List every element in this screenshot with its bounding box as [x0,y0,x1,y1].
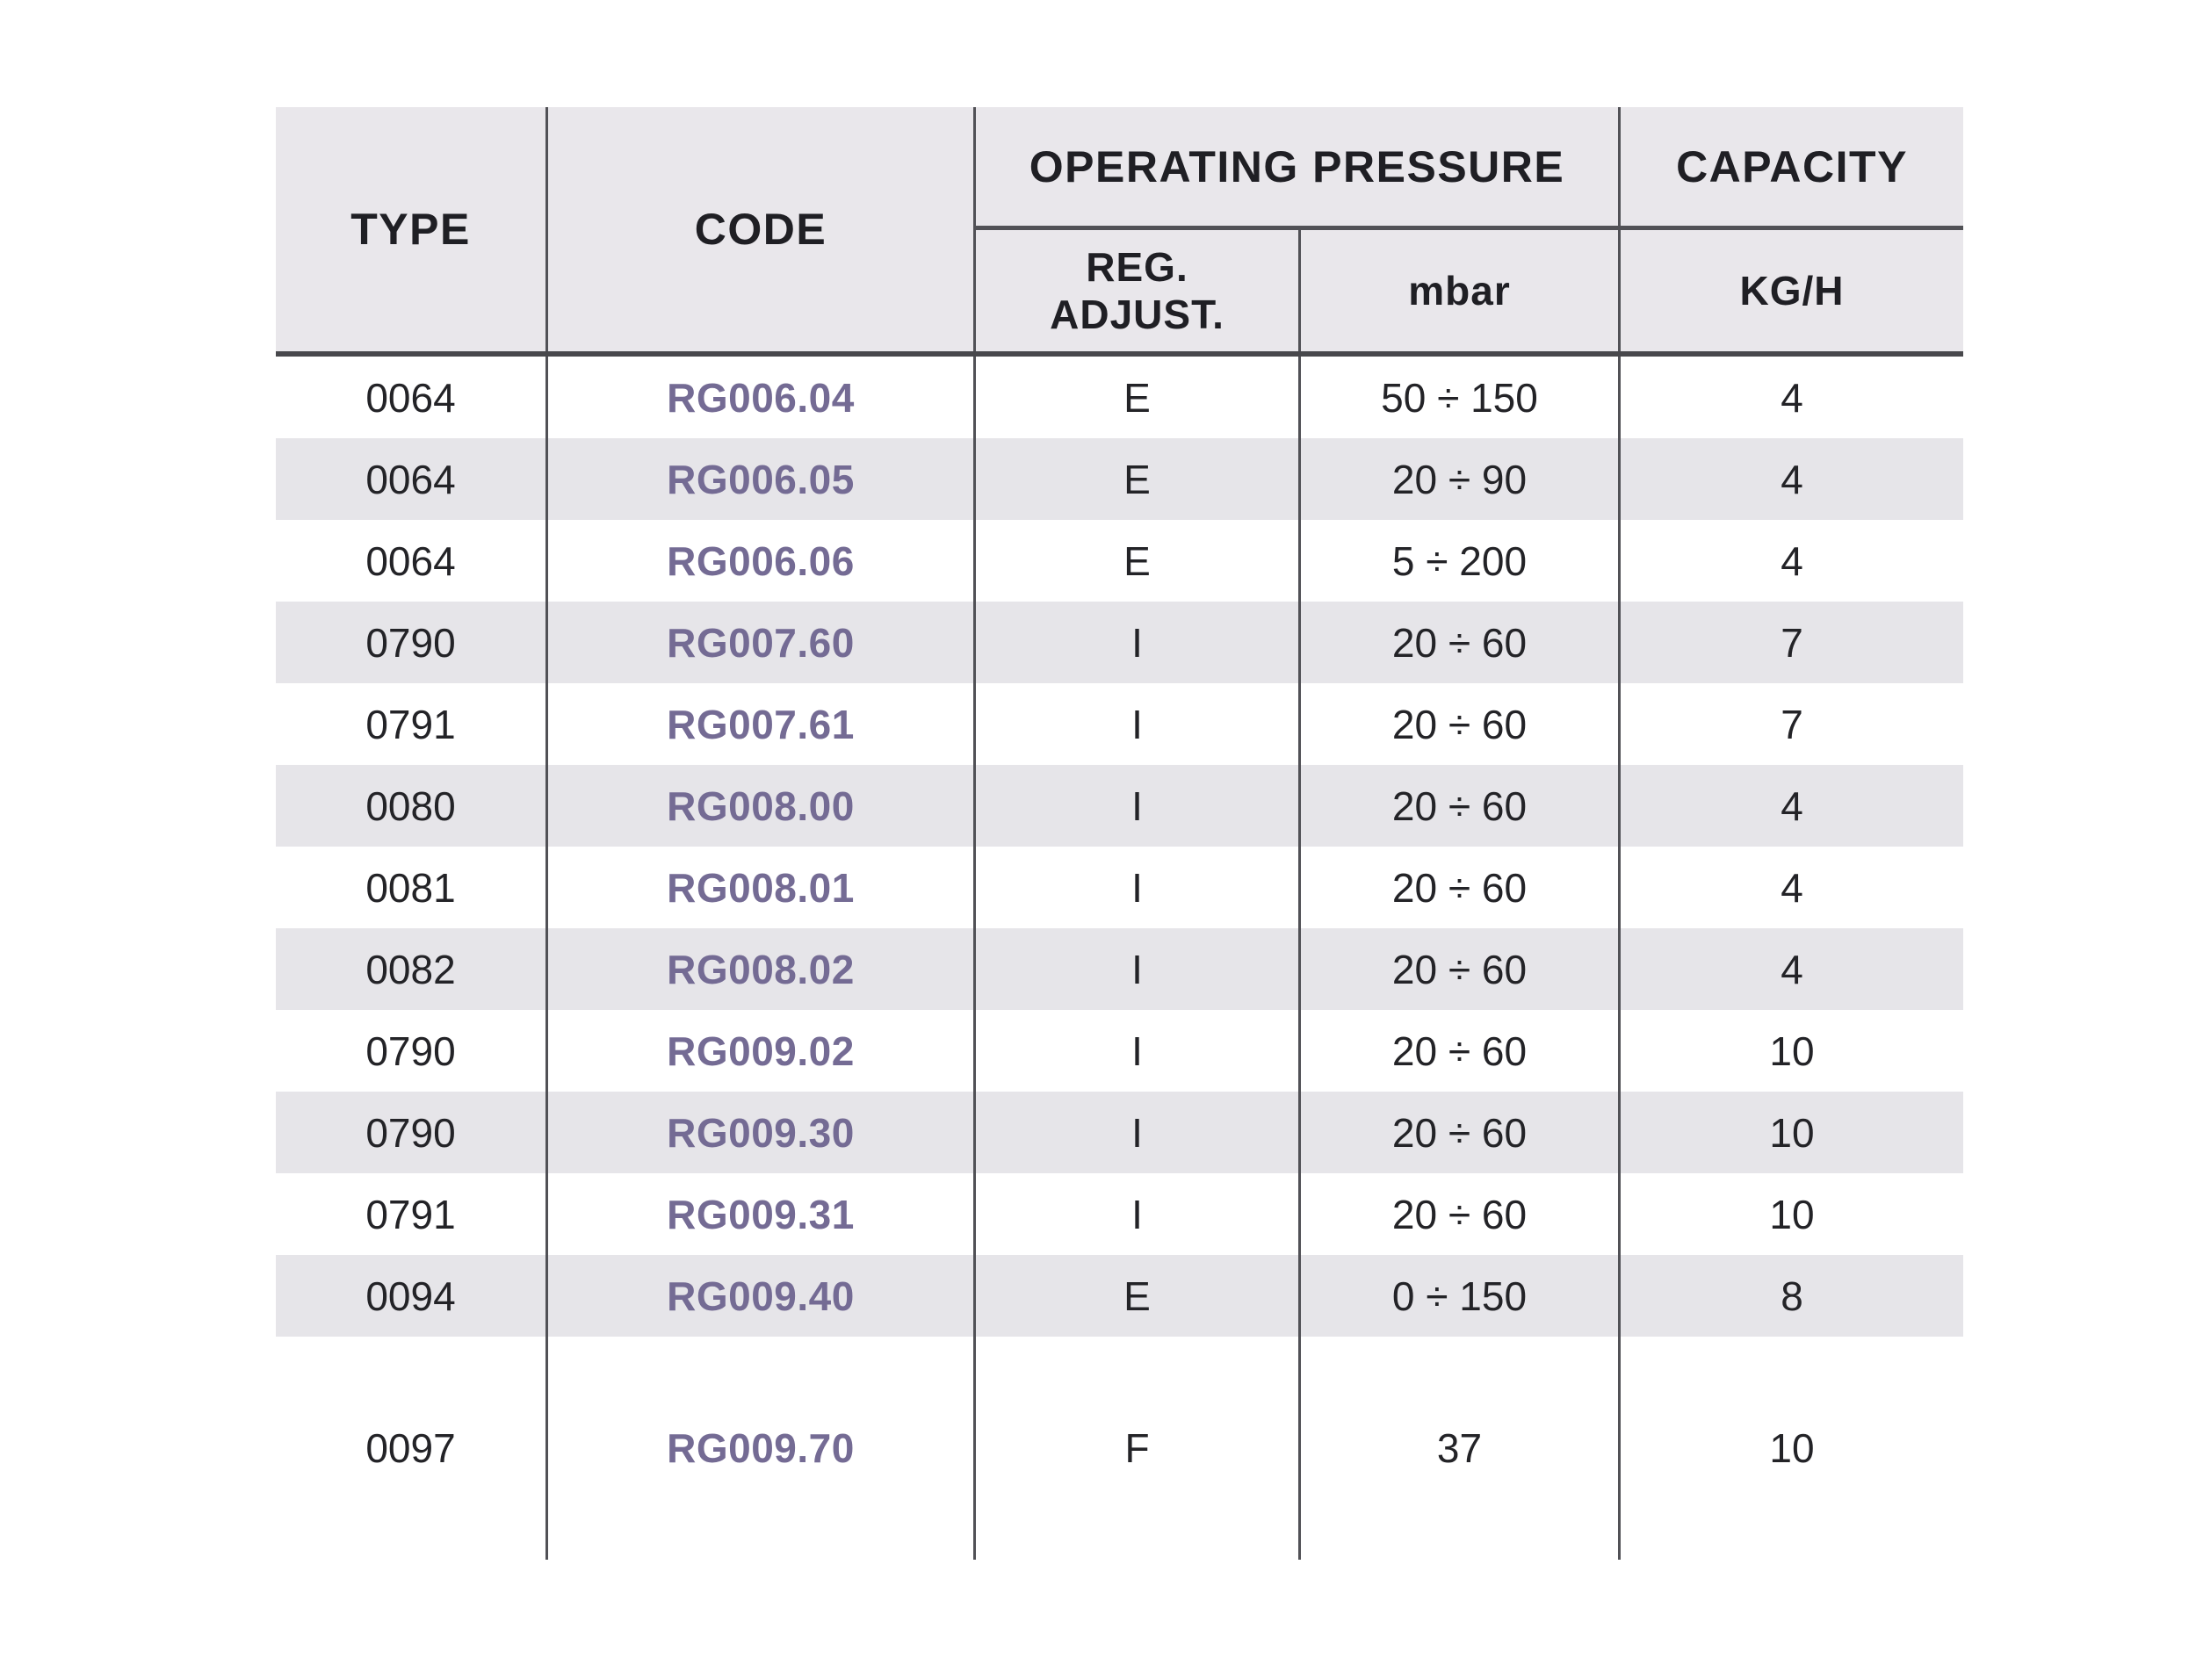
kgh-cell: 4 [1781,374,1803,421]
mbar-cell: 20 ÷ 60 [1301,1173,1621,1255]
code-cell: RG009.40 [548,1255,976,1337]
header-cell-reg-adjust: REG. ADJUST. [976,230,1301,351]
kgh-cell: 10 [1769,1425,1815,1471]
code-cell: RG006.06 [548,520,976,602]
table-row: 0790 RG009.02 I 20 ÷ 60 10 [276,1010,1963,1092]
mbar-cell: 20 ÷ 60 [1301,1010,1621,1092]
kgh-cell: 4 [1781,537,1803,584]
table-row: 0790 RG009.30 I 20 ÷ 60 10 [276,1092,1963,1173]
kgh-cell: 7 [1781,701,1803,747]
kgh-cell: 4 [1781,456,1803,502]
code-cell: RG009.30 [548,1092,976,1173]
mbar-cell: 20 ÷ 90 [1301,438,1621,520]
header-cell-type: TYPE [276,107,548,351]
code-cell: RG006.05 [548,438,976,520]
type-cell: 0097 [276,1337,548,1560]
type-cell: 0064 [276,438,548,520]
type-cell: 0082 [276,928,548,1010]
header-label-kgh: KG/H [1739,268,1845,314]
header-cell-mbar: mbar [1301,230,1621,351]
mbar-cell: 20 ÷ 60 [1301,683,1621,765]
header-cell-capacity: CAPACITY [1621,107,1963,230]
code-cell: RG007.60 [548,602,976,683]
header-label-reg: REG. [1086,243,1188,290]
type-cell: 0791 [276,1173,548,1255]
code-cell: RG009.70 [548,1337,976,1560]
product-spec-table: TYPE CODE OPERATING PRESSURE CAPACITY RE… [276,107,1963,1560]
table-row: 0081 RG008.01 I 20 ÷ 60 4 [276,847,1963,928]
type-cell: 0790 [276,1092,548,1173]
table-body: 0064 RG006.04 E 50 ÷ 150 4 0064 RG006.05 E 20 ÷ … [276,357,1963,1560]
mbar-cell: 5 ÷ 200 [1301,520,1621,602]
code-cell: RG007.61 [548,683,976,765]
code-cell: RG006.04 [548,357,976,438]
kgh-cell: 10 [1769,1191,1815,1237]
table-row: 0097 RG009.70 F 37 10 [276,1337,1963,1560]
kgh-cell: 4 [1781,782,1803,829]
kgh-cell: 4 [1781,946,1803,992]
table-row: 0080 RG008.00 I 20 ÷ 60 4 [276,765,1963,847]
reg-adjust-cell: I [976,847,1301,928]
type-cell: 0791 [276,683,548,765]
reg-adjust-cell: I [976,1010,1301,1092]
table-row: 0082 RG008.02 I 20 ÷ 60 4 [276,928,1963,1010]
mbar-cell: 37 [1301,1337,1621,1560]
reg-adjust-cell: I [976,683,1301,765]
header-label-mbar: mbar [1408,268,1511,314]
header-label-capacity: CAPACITY [1676,141,1908,191]
table-row: 0094 RG009.40 E 0 ÷ 150 8 [276,1255,1963,1337]
reg-adjust-cell: I [976,1092,1301,1173]
header-label-operating-pressure: OPERATING PRESSURE [1029,141,1565,191]
mbar-cell: 20 ÷ 60 [1301,928,1621,1010]
type-cell: 0064 [276,520,548,602]
kgh-cell: 4 [1781,864,1803,911]
table-row: 0064 RG006.04 E 50 ÷ 150 4 [276,357,1963,438]
table-row: 0790 RG007.60 I 20 ÷ 60 7 [276,602,1963,683]
reg-adjust-cell: I [976,1173,1301,1255]
table-row: 0791 RG009.31 I 20 ÷ 60 10 [276,1173,1963,1255]
header-cell-operating-pressure: OPERATING PRESSURE [976,107,1621,230]
type-cell: 0790 [276,1010,548,1092]
code-cell: RG008.02 [548,928,976,1010]
reg-adjust-cell: I [976,765,1301,847]
mbar-cell: 20 ÷ 60 [1301,602,1621,683]
header-cell-kgh: KG/H [1621,230,1963,351]
mbar-cell: 20 ÷ 60 [1301,1092,1621,1173]
code-cell: RG009.31 [548,1173,976,1255]
header-label-adjust: ADJUST. [1050,292,1224,337]
mbar-cell: 0 ÷ 150 [1301,1255,1621,1337]
reg-adjust-cell: E [976,357,1301,438]
reg-adjust-cell: I [976,928,1301,1010]
mbar-cell: 50 ÷ 150 [1301,357,1621,438]
reg-adjust-cell: I [976,602,1301,683]
reg-adjust-cell: E [976,438,1301,520]
header-label-type: TYPE [350,205,471,254]
reg-adjust-cell: E [976,1255,1301,1337]
reg-adjust-cell: F [976,1337,1301,1560]
type-cell: 0790 [276,602,548,683]
type-cell: 0081 [276,847,548,928]
code-cell: RG009.02 [548,1010,976,1092]
header-cell-code: CODE [548,107,976,351]
type-cell: 0064 [276,357,548,438]
kgh-cell: 10 [1769,1109,1815,1156]
table-row: 0064 RG006.06 E 5 ÷ 200 4 [276,520,1963,602]
table-row: 0064 RG006.05 E 20 ÷ 90 4 [276,438,1963,520]
kgh-cell: 10 [1769,1027,1815,1074]
type-cell: 0094 [276,1255,548,1337]
reg-adjust-cell: E [976,520,1301,602]
header-label-code: CODE [694,205,827,254]
code-cell: RG008.00 [548,765,976,847]
code-cell: RG008.01 [548,847,976,928]
mbar-cell: 20 ÷ 60 [1301,847,1621,928]
table-row: 0791 RG007.61 I 20 ÷ 60 7 [276,683,1963,765]
mbar-cell: 20 ÷ 60 [1301,765,1621,847]
table-header: TYPE CODE OPERATING PRESSURE CAPACITY RE… [276,107,1963,357]
type-cell: 0080 [276,765,548,847]
kgh-cell: 8 [1781,1273,1803,1319]
kgh-cell: 7 [1781,619,1803,666]
